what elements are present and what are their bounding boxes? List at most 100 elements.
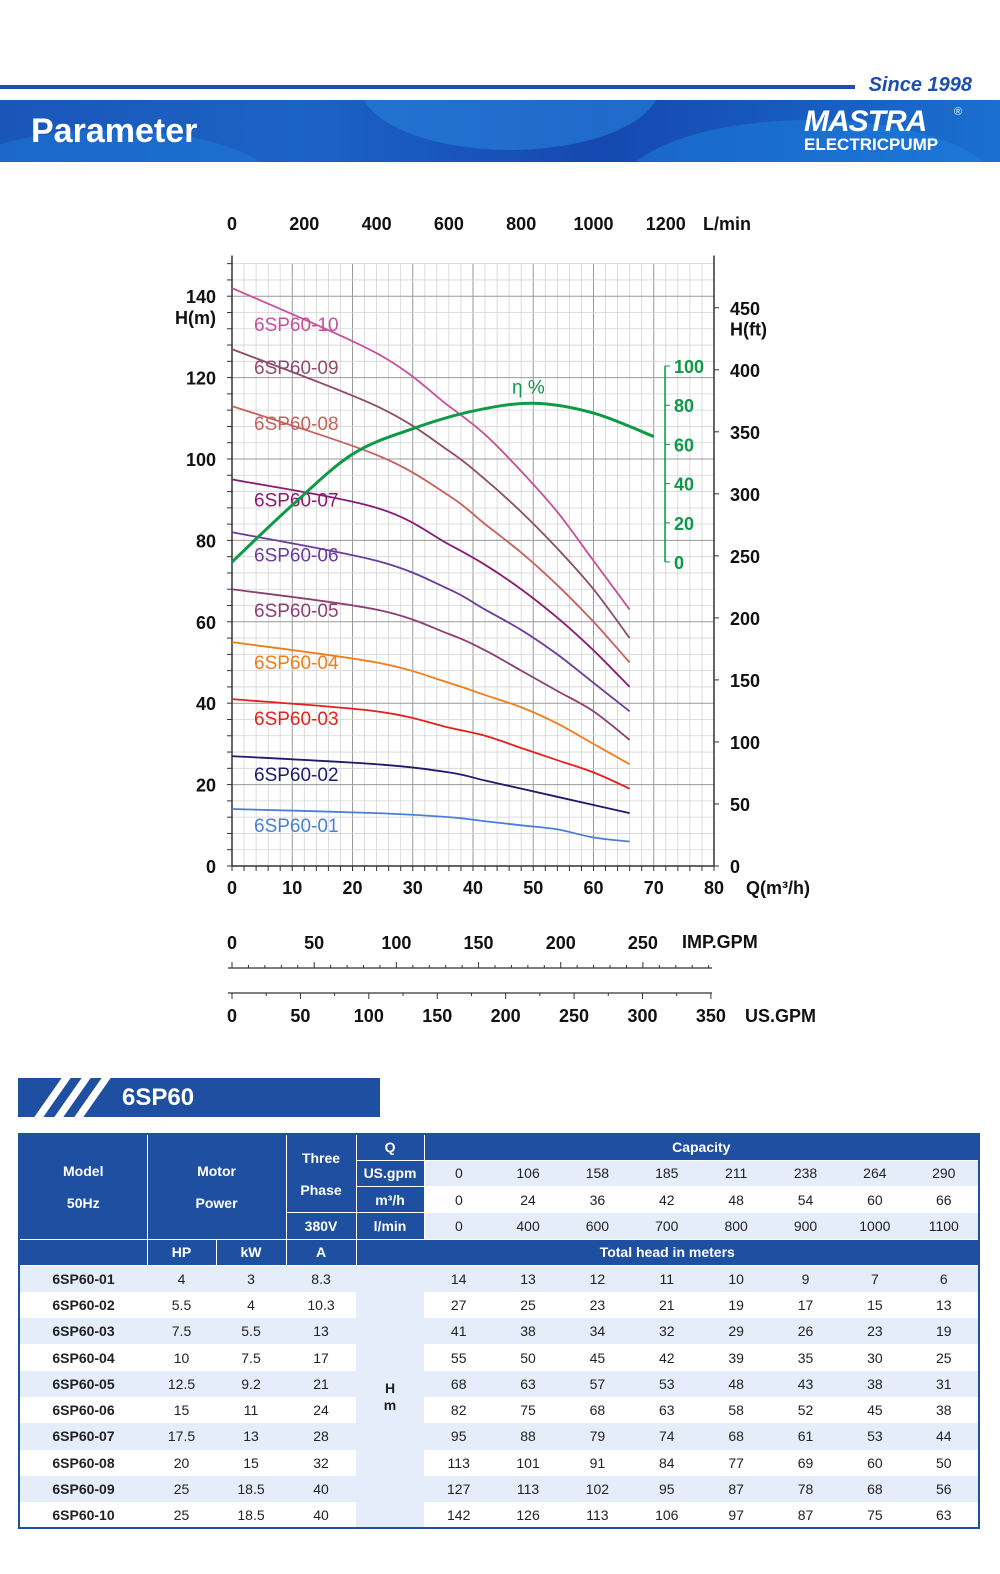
- imp-tick-label: 250: [628, 933, 658, 953]
- head-cell: 17: [797, 1296, 814, 1313]
- section-header: 6SP60: [18, 1078, 380, 1117]
- curve-label: 6SP60-04: [254, 653, 339, 674]
- curve-6sp60-10: [231, 287, 631, 611]
- capacity-cell: 24: [493, 1186, 563, 1213]
- kw-cell: 5.5: [216, 1318, 287, 1345]
- head-cell: 25: [935, 1349, 952, 1366]
- ft-tick-label: 50: [730, 795, 750, 815]
- head-cell: 142: [447, 1506, 471, 1523]
- usgpm-header: US.gpm: [355, 1159, 425, 1188]
- phase-label: Phase: [300, 1181, 342, 1198]
- head-cell: 74: [632, 1423, 702, 1450]
- ft-tick-label: 350: [730, 423, 760, 443]
- capacity-cell: 400: [493, 1212, 563, 1240]
- us-tick-label: 250: [559, 1006, 589, 1026]
- capacity-cell: 600: [562, 1212, 633, 1240]
- x-tick-label: 70: [644, 878, 664, 898]
- curve-6sp60-06: [231, 531, 631, 713]
- head-cell: 87: [701, 1475, 771, 1503]
- head-cell: 55: [450, 1349, 467, 1366]
- head-cell: 43: [770, 1370, 841, 1397]
- performance-chart: 0 10 20 30 40 50 60 70 80 Q(m³/h) 0 20 40 60 80 100 120 1…: [175, 214, 816, 1026]
- imp-axis-label: IMP.GPM: [682, 932, 758, 952]
- head-cell: 29: [701, 1318, 771, 1345]
- model-cell: 6SP60-02: [52, 1296, 115, 1313]
- ft-tick-label: 250: [730, 547, 760, 567]
- curve-label: 6SP60-06: [254, 545, 339, 566]
- head-cell: 14: [424, 1265, 494, 1292]
- curve-label: 6SP60-08: [254, 414, 339, 435]
- head-cell: 38: [935, 1402, 952, 1419]
- hp-header: HP: [146, 1238, 217, 1266]
- head-cell: 38: [840, 1370, 910, 1397]
- y-tick-label: 60: [196, 613, 216, 633]
- x-tick-label: 0: [227, 878, 237, 898]
- head-cell: 60: [867, 1454, 883, 1471]
- y-tick-label: 120: [186, 369, 216, 389]
- table-row: 6SP60-03 7.5 5.5 13 41 38 34 32 29 26 23 19: [19, 1318, 979, 1345]
- table-row: 6SP60-09 25 18.5 40 127 113 102 95 87 78 68 56: [19, 1475, 979, 1503]
- hp-cell: 17.5: [147, 1423, 216, 1450]
- head-cell: 15: [867, 1296, 883, 1313]
- lmin-axis-label: L/min: [703, 214, 751, 234]
- head-cell: 10: [701, 1265, 771, 1292]
- model-cell: 6SP60-07: [19, 1423, 147, 1450]
- head-cell: 23: [840, 1318, 910, 1345]
- model-cell: 6SP60-06: [52, 1402, 115, 1419]
- ft-tick-label: 300: [730, 485, 760, 505]
- amps-cell: 17: [313, 1349, 329, 1366]
- head-cell: 97: [728, 1506, 744, 1523]
- head-cell: 63: [935, 1506, 952, 1523]
- x-axis-label: Q(m³/h): [746, 878, 810, 898]
- motor-label: Motor: [197, 1162, 236, 1179]
- amps-cell: 24: [313, 1402, 329, 1419]
- head-cell: 58: [728, 1402, 744, 1419]
- kw-cell: 4: [247, 1296, 255, 1313]
- hp-cell: 10: [173, 1349, 190, 1366]
- head-cell: 21: [658, 1296, 675, 1313]
- head-cell: 63: [493, 1370, 563, 1397]
- amps-cell: 32: [313, 1454, 329, 1471]
- x-tick-label: 80: [704, 878, 724, 898]
- curve-6sp60-01: [231, 808, 630, 843]
- x-tick-label: 10: [282, 878, 302, 898]
- head-cell: 102: [562, 1475, 633, 1503]
- lmin-tick-label: 200: [289, 214, 319, 234]
- header-rule: [0, 85, 855, 89]
- kw-header: kW: [215, 1238, 287, 1266]
- logo-subtitle: ELECTRICPUMP: [804, 135, 939, 154]
- head-cell: 53: [632, 1370, 702, 1397]
- capacity-cell: 0: [424, 1160, 494, 1188]
- power-label: Power: [195, 1194, 238, 1211]
- model-cell: 6SP60-10: [52, 1506, 115, 1523]
- capacity-cell: 0: [424, 1212, 494, 1240]
- imp-tick-label: 0: [227, 933, 237, 953]
- head-cell: 30: [867, 1349, 883, 1366]
- us-axis-label: US.GPM: [745, 1006, 816, 1026]
- registered-mark: ®: [954, 106, 963, 118]
- lmin-tick-label: 0: [227, 214, 237, 234]
- imp-tick-label: 50: [304, 933, 324, 953]
- model-cell: 6SP60-09: [19, 1475, 147, 1503]
- head-cell: 12: [562, 1265, 633, 1292]
- capacity-cell: 106: [493, 1160, 563, 1188]
- x-tick-label: 50: [523, 878, 543, 898]
- y-tick-label: 80: [196, 531, 216, 551]
- us-tick-label: 200: [491, 1006, 521, 1026]
- lmin-tick-label: 400: [362, 214, 392, 234]
- head-cell: 50: [935, 1454, 952, 1471]
- m3h-header: m³/h: [355, 1186, 425, 1214]
- curve-label: 6SP60-10: [254, 315, 339, 336]
- curve-6sp60-08: [231, 405, 631, 664]
- head-cell: 68: [589, 1402, 606, 1419]
- head-cell: 113: [493, 1475, 563, 1503]
- page-title: Parameter: [31, 112, 198, 150]
- head-cell: 19: [728, 1296, 744, 1313]
- table-row: 6SP60-08 20 15 32 113 101 91 84 77 69 60 50: [19, 1450, 979, 1476]
- h-label: H: [384, 1379, 396, 1396]
- model-cell: 6SP60-03: [19, 1318, 147, 1345]
- us-tick-label: 0: [227, 1006, 237, 1026]
- logo-mark: MASTRA: [804, 105, 927, 138]
- curve-6sp60-04: [231, 641, 631, 766]
